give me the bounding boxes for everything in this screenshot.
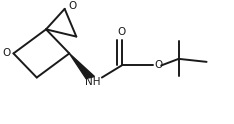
Text: O: O xyxy=(2,48,11,58)
Polygon shape xyxy=(69,53,95,78)
Text: O: O xyxy=(69,1,77,11)
Text: O: O xyxy=(154,61,162,70)
Text: O: O xyxy=(117,27,126,37)
Text: NH: NH xyxy=(85,77,100,87)
